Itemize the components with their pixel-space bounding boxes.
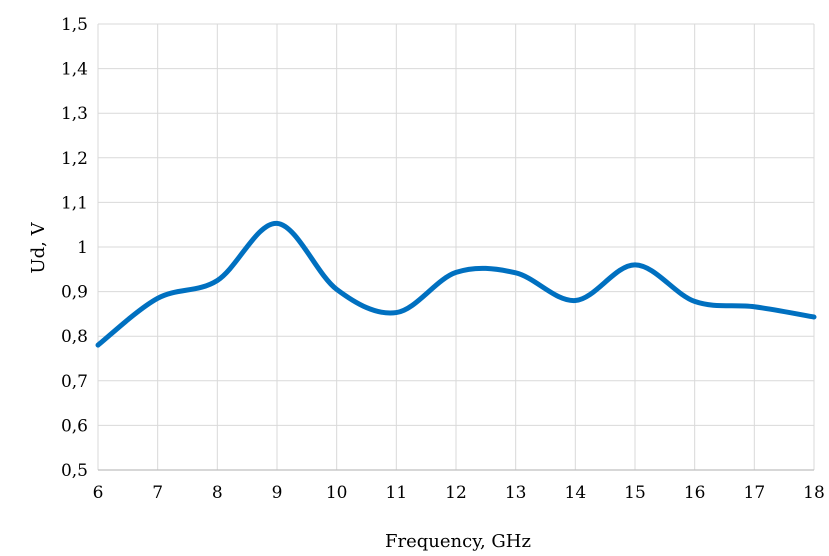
y-tick-label: 0,9 <box>61 283 88 303</box>
x-tick-label: 12 <box>445 483 467 503</box>
x-tick-label: 17 <box>744 483 766 503</box>
x-tick-label: 10 <box>326 483 348 503</box>
y-axis-title: Ud, V <box>28 221 49 273</box>
tick-labels: 6 7 8 9 10 11 12 13 14 15 16 17 18 0,5 0,6 0,7 0,8 0,9 1 1,… <box>61 15 825 503</box>
x-tick-label: 7 <box>152 483 163 503</box>
x-tick-label: 18 <box>803 483 825 503</box>
x-tick-label: 11 <box>386 483 408 503</box>
x-tick-label: 9 <box>272 483 283 503</box>
y-tick-label: 0,8 <box>61 327 88 347</box>
y-tick-label: 1,2 <box>61 149 88 169</box>
y-tick-label: 0,7 <box>61 372 88 392</box>
x-tick-label: 8 <box>212 483 223 503</box>
x-tick-label: 6 <box>93 483 104 503</box>
y-tick-label: 1,3 <box>61 104 88 124</box>
series-line <box>95 220 817 348</box>
series-layer <box>95 220 817 348</box>
x-tick-label: 14 <box>565 483 587 503</box>
y-tick-label: 1,1 <box>61 193 88 213</box>
y-tick-label: 1,5 <box>61 15 88 35</box>
y-tick-label: 0,5 <box>61 461 88 481</box>
grid <box>97 23 815 470</box>
x-axis-title: Frequency, GHz <box>385 531 531 552</box>
y-tick-label: 0,6 <box>61 416 88 436</box>
x-tick-label: 16 <box>684 483 706 503</box>
y-tick-label: 1,4 <box>61 60 88 80</box>
y-tick-label: 1 <box>77 238 88 258</box>
x-tick-label: 15 <box>624 483 646 503</box>
x-tick-label: 13 <box>505 483 527 503</box>
